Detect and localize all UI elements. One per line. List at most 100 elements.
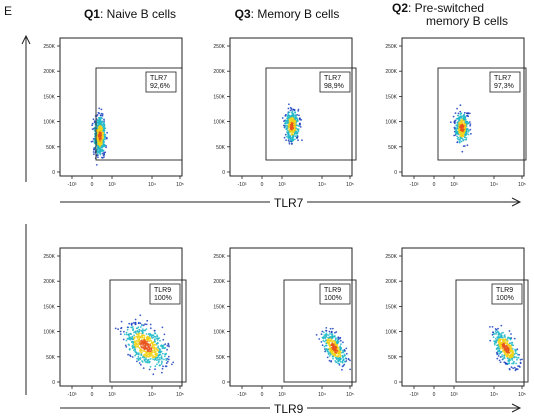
event-dot <box>509 342 511 345</box>
event-dot <box>161 358 163 360</box>
event-dot <box>143 350 145 352</box>
event-dot <box>465 132 468 135</box>
event-dot <box>97 132 100 135</box>
event-dot <box>287 136 290 139</box>
event-dot <box>143 355 146 358</box>
event-dot <box>334 351 336 354</box>
event-dot <box>349 368 351 371</box>
x-tick-label: -10³ <box>410 182 419 188</box>
event-dot <box>297 139 299 142</box>
x-tick-label: -10³ <box>238 182 247 188</box>
event-dot <box>493 343 496 346</box>
event-dot <box>142 324 145 327</box>
event-dot <box>464 136 466 138</box>
event-dot <box>454 128 457 131</box>
arrow-head <box>21 34 31 45</box>
event-dot <box>333 336 336 338</box>
gate-label-box <box>149 283 181 305</box>
event-dot <box>497 327 499 330</box>
event-dot <box>284 133 287 136</box>
y-tick-label: 150K <box>213 94 225 100</box>
event-dot <box>315 334 318 336</box>
x-tick-label: 10⁵ <box>176 182 184 188</box>
column-title-q3-label: : Memory B cells <box>250 7 340 21</box>
event-dot <box>502 331 504 334</box>
event-dot <box>494 337 497 340</box>
event-dot <box>492 336 495 339</box>
event-dot <box>322 337 325 340</box>
event-dot <box>288 140 291 143</box>
event-dot <box>162 344 165 347</box>
y-tick-label: 100K <box>43 120 55 126</box>
event-dot <box>161 344 164 347</box>
event-dot <box>458 140 461 143</box>
event-dot <box>501 355 503 358</box>
event-dot <box>149 342 152 345</box>
x-tick-label: -10³ <box>238 392 247 398</box>
event-dot <box>143 339 146 341</box>
event-dot <box>331 347 334 350</box>
event-dot <box>468 121 471 123</box>
event-dot <box>131 329 134 331</box>
event-dot <box>497 355 500 357</box>
event-dot <box>149 365 152 368</box>
event-dot <box>141 334 144 337</box>
event-dot <box>284 125 287 128</box>
event-dot <box>347 358 350 360</box>
y-tick-label: 0 <box>222 380 225 386</box>
event-dot <box>497 332 500 335</box>
event-dot <box>152 344 155 347</box>
event-dot <box>133 344 136 347</box>
gate-box <box>95 67 183 161</box>
event-dot <box>328 337 331 339</box>
event-dot <box>151 345 154 348</box>
event-dot <box>516 353 519 356</box>
y-tick-label: 50K <box>46 355 56 361</box>
event-dot <box>498 359 501 362</box>
event-dot <box>158 360 160 363</box>
event-dot <box>294 138 296 141</box>
event-dot <box>459 139 461 142</box>
event-dot <box>321 330 324 333</box>
event-dot <box>134 341 137 344</box>
event-dot <box>320 341 323 343</box>
event-dot <box>468 112 471 115</box>
event-dot <box>137 326 140 329</box>
event-dot <box>161 371 163 374</box>
event-dot <box>459 104 462 107</box>
event-dot <box>104 133 107 136</box>
event-dot <box>167 358 170 361</box>
event-dot <box>517 356 520 359</box>
event-dot <box>156 354 158 357</box>
event-dot <box>460 140 463 143</box>
figure-label: E <box>4 4 13 18</box>
event-dot <box>123 330 125 333</box>
event-dot <box>127 353 129 356</box>
event-dot <box>519 362 522 365</box>
event-dot <box>153 332 156 334</box>
column-title-q3-id: Q3 <box>234 7 251 21</box>
event-dot <box>286 127 289 129</box>
event-dot <box>503 356 505 359</box>
event-dot <box>325 344 328 347</box>
event-dot <box>299 126 302 128</box>
event-dot <box>495 328 498 331</box>
event-dot <box>288 118 290 121</box>
event-dot <box>101 113 104 115</box>
event-dot <box>331 355 334 358</box>
event-dot <box>325 327 328 329</box>
event-dot <box>468 129 470 132</box>
event-dot <box>288 120 291 123</box>
event-dot <box>97 111 100 114</box>
event-dot <box>152 334 155 337</box>
event-dot <box>283 136 286 139</box>
gate-box <box>283 279 357 383</box>
event-dot <box>494 340 497 343</box>
event-dot <box>282 124 285 127</box>
event-dot <box>167 355 170 358</box>
event-dot <box>132 322 135 324</box>
event-dot <box>515 352 518 355</box>
event-dot <box>330 339 333 342</box>
event-dot <box>165 362 168 364</box>
